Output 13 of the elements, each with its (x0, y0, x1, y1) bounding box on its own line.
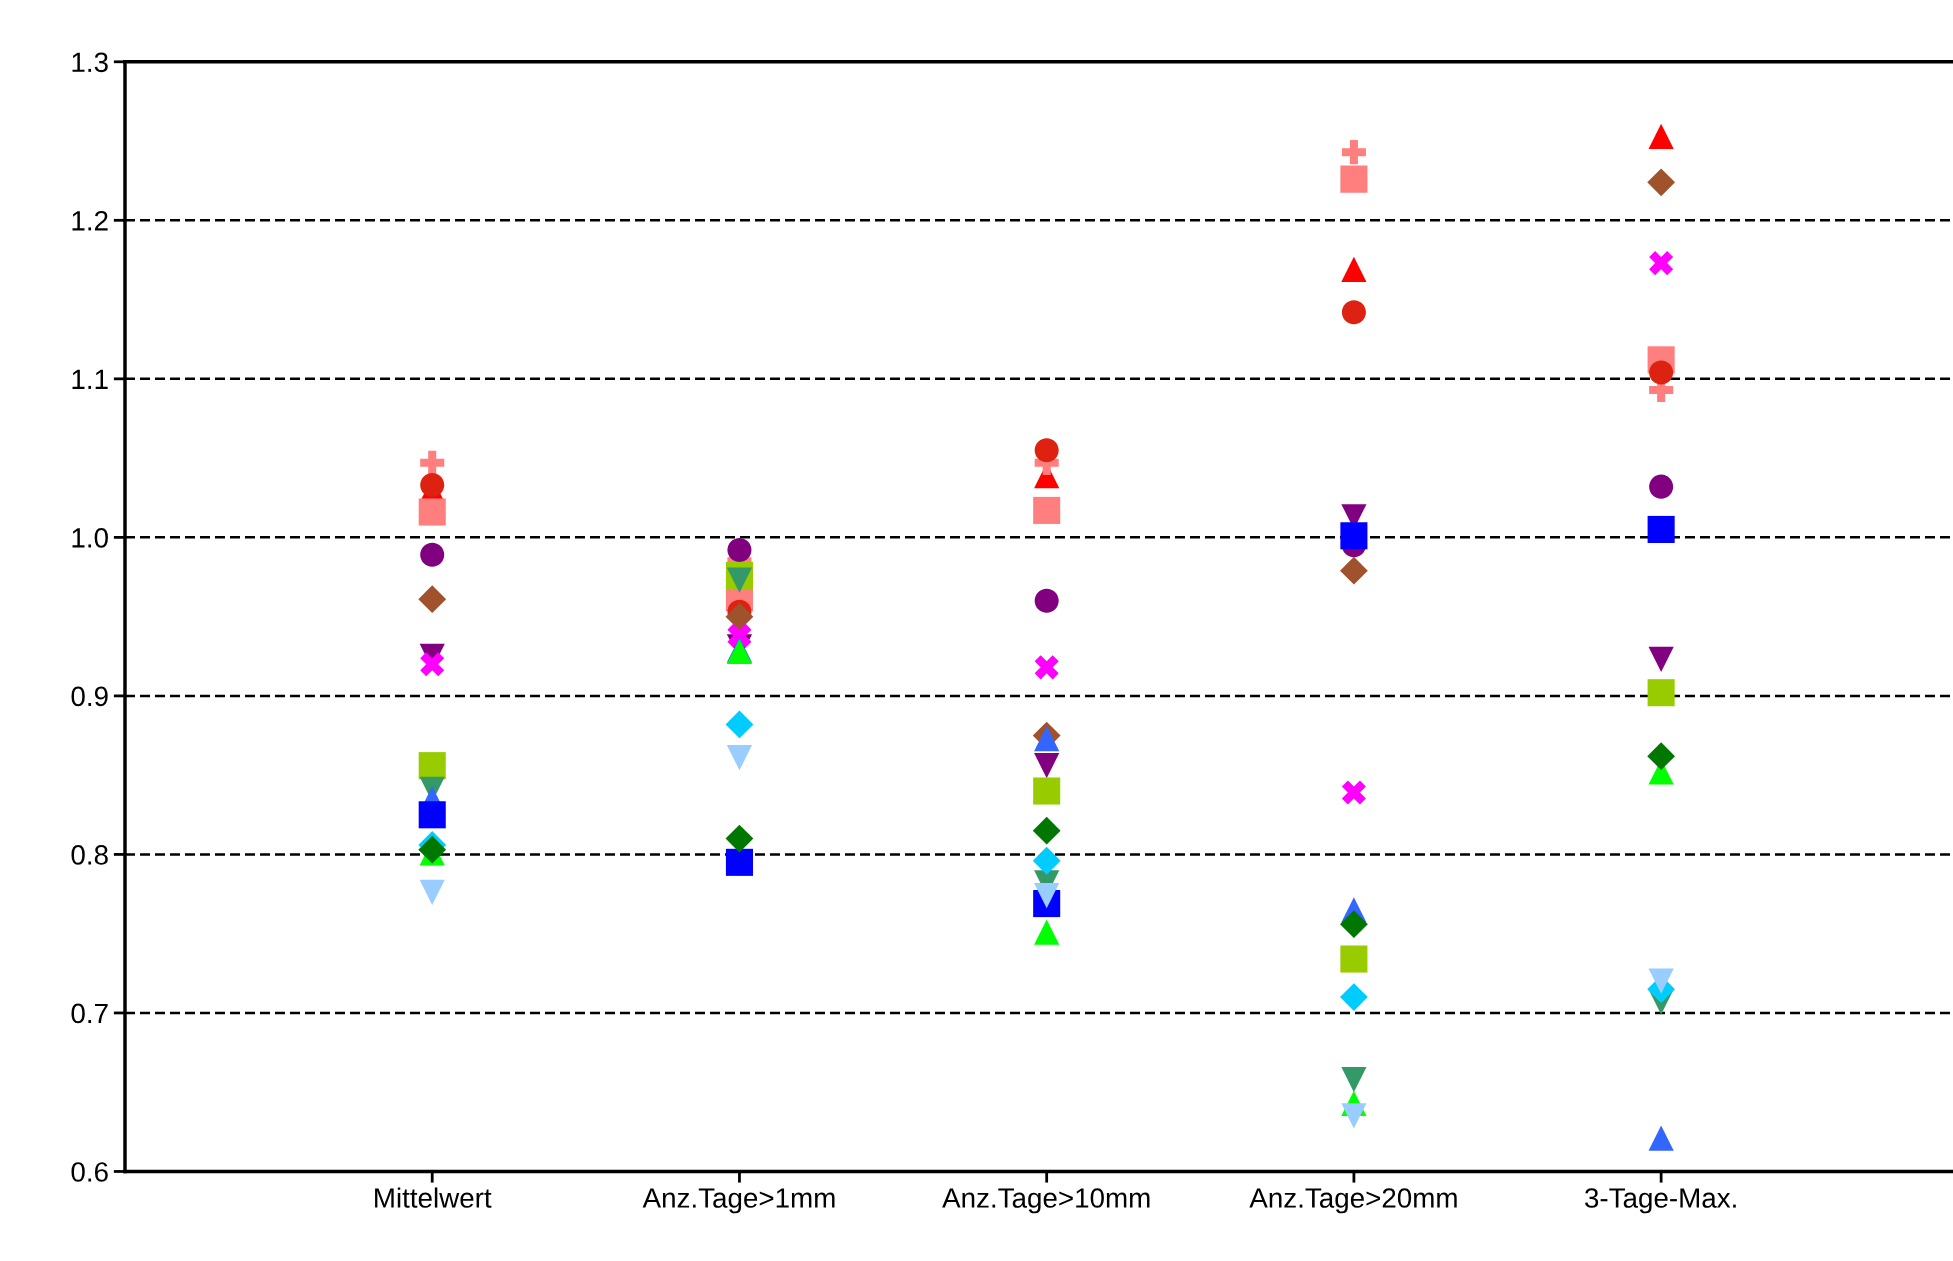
y-tick-label: 0.7 (71, 1003, 108, 1024)
x-tick-label: Anz.Tage>10mm (942, 1188, 1150, 1214)
y-tick-label: 1.1 (72, 369, 108, 389)
y-tick-label: 1.3 (72, 52, 108, 73)
x-tick-label: 3-Tage-Max. (1585, 1188, 1736, 1214)
y-tick-label: 1.2 (72, 210, 108, 231)
y-tick-label: 1.0 (72, 528, 108, 548)
x-tick-label: Anz.Tage>20mm (1249, 1188, 1457, 1214)
y-tick-label: 0.8 (71, 845, 108, 865)
y-tick-label: 0.6 (71, 1162, 108, 1182)
x-tick-label: Anz.Tage>1mm (642, 1188, 835, 1214)
y-tick-label: 0.9 (71, 686, 108, 707)
x-tick-label: Mittelwert (375, 1187, 492, 1208)
